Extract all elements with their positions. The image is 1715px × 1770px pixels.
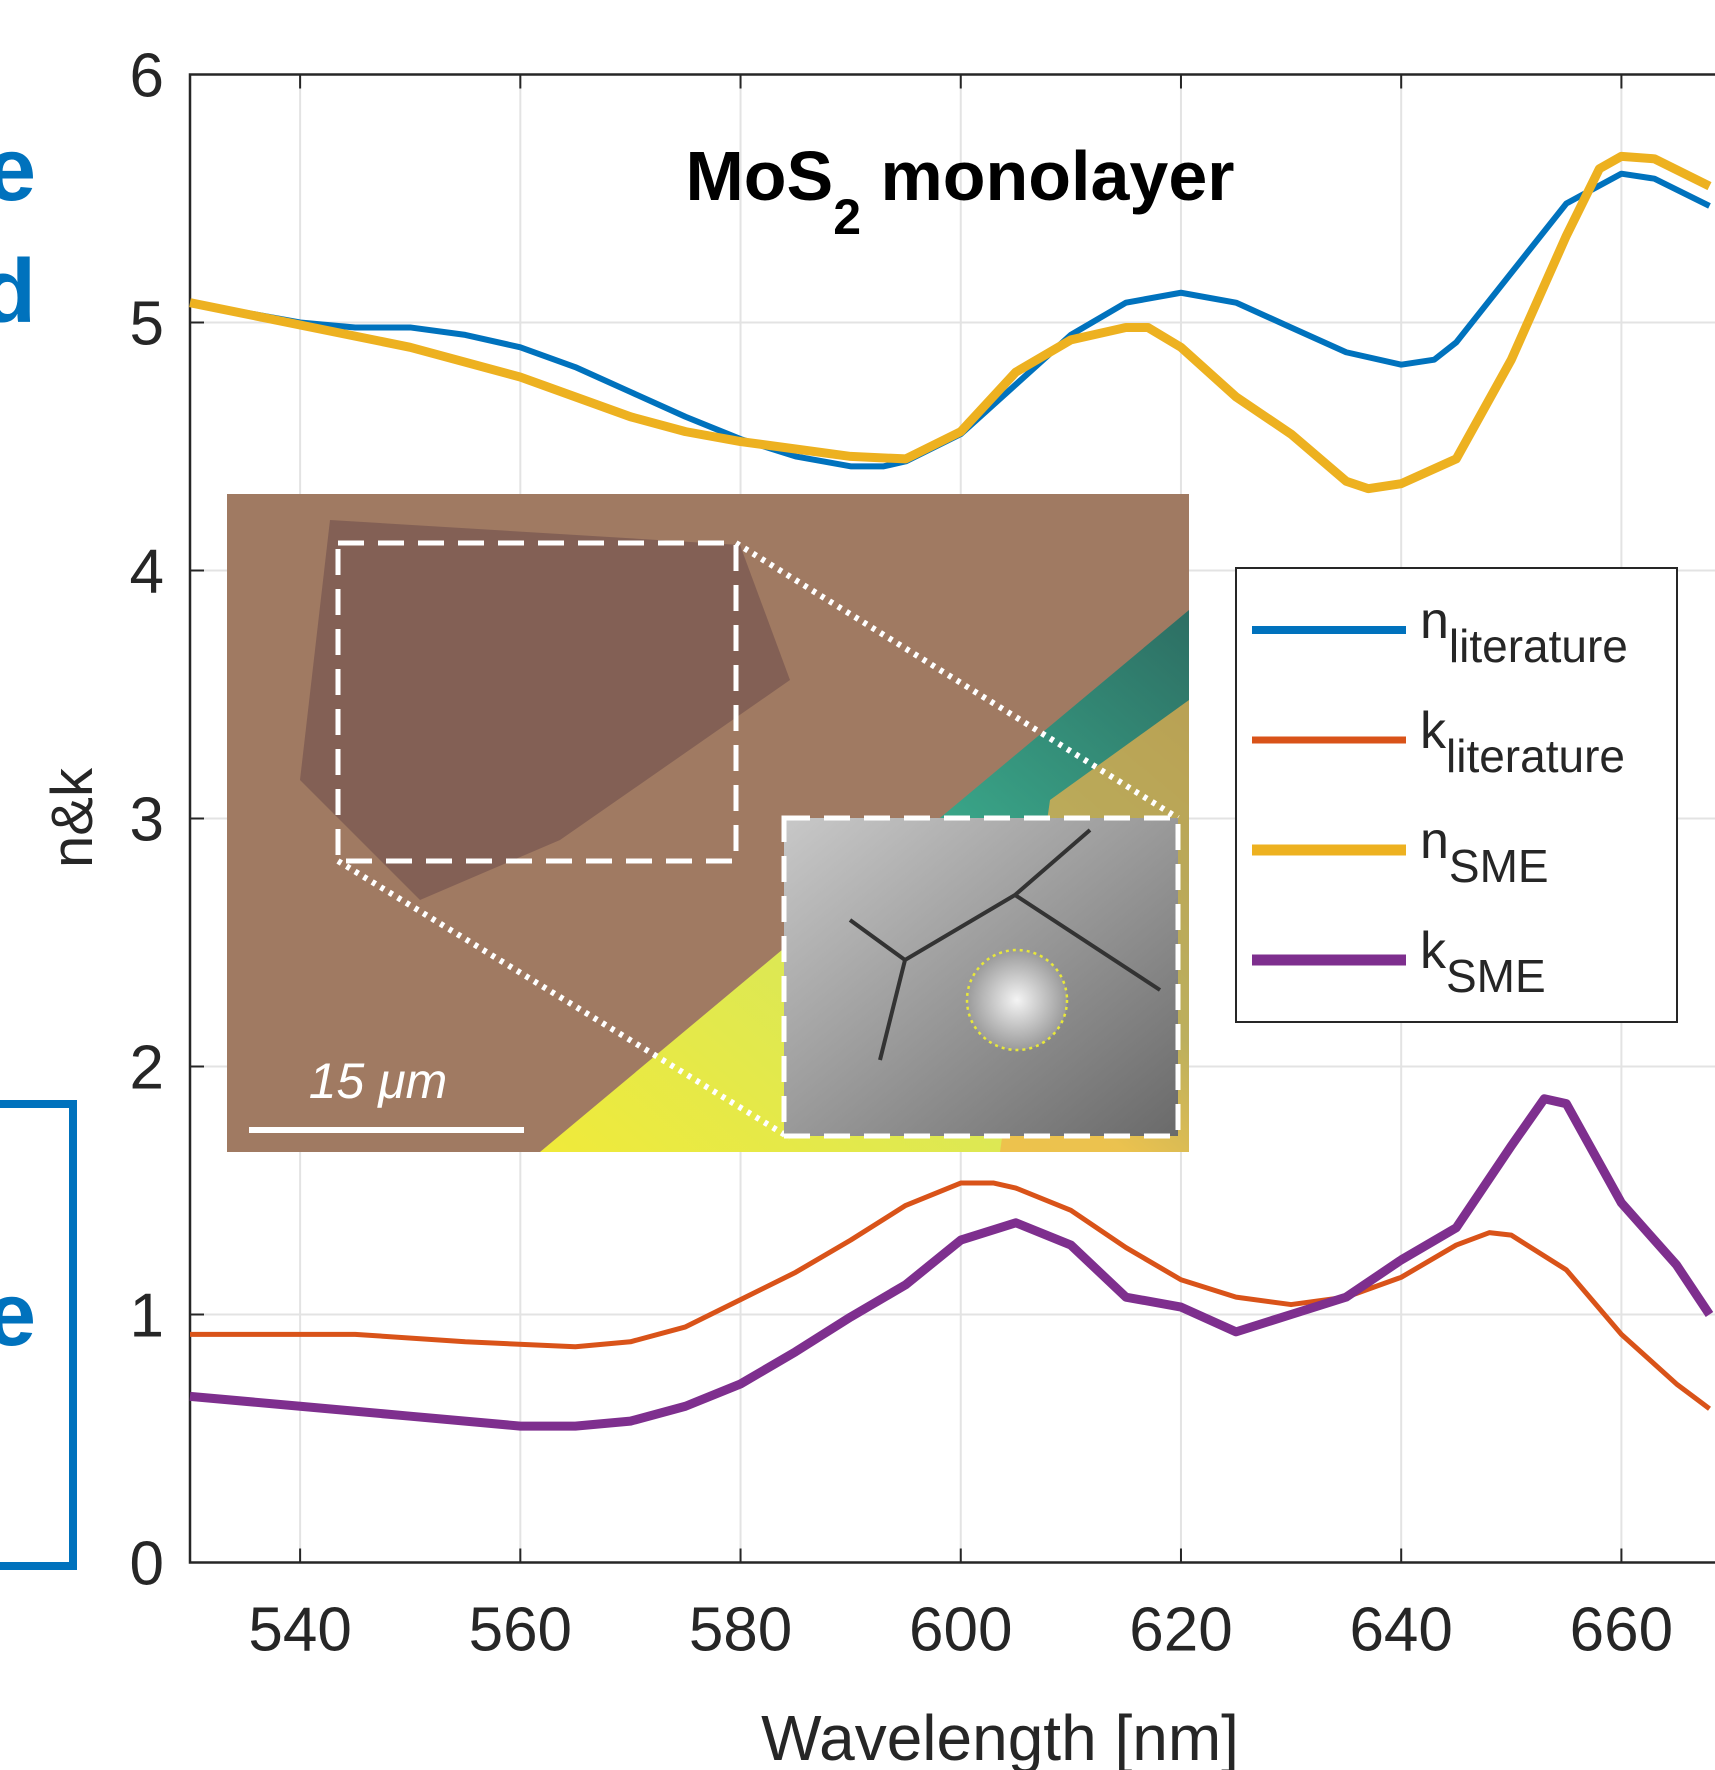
title-subscript: 2 bbox=[833, 189, 861, 245]
y-tick-label: 3 bbox=[130, 786, 164, 855]
side-fragment: e bbox=[0, 120, 36, 220]
y-tick-label: 1 bbox=[130, 1282, 164, 1351]
x-tick-label: 660 bbox=[1570, 1596, 1673, 1665]
legend-subscript: literature bbox=[1446, 730, 1625, 782]
chart: ede 0123456540560580600620640660 15 μm M… bbox=[0, 0, 1715, 1770]
side-fragments: ede bbox=[0, 120, 36, 1365]
y-tick-label: 6 bbox=[130, 42, 164, 111]
legend-name: n bbox=[1420, 592, 1449, 650]
y-axis-label: n&k bbox=[40, 767, 105, 868]
legend-subscript: SME bbox=[1449, 840, 1549, 892]
x-tick-label: 640 bbox=[1349, 1596, 1452, 1665]
side-fragment: e bbox=[0, 1265, 36, 1365]
x-tick-label: 580 bbox=[689, 1596, 792, 1665]
legend-name: k bbox=[1420, 702, 1447, 760]
title-suffix: monolayer bbox=[861, 137, 1234, 215]
title-main: MoS bbox=[685, 137, 833, 215]
x-tick-label: 540 bbox=[248, 1596, 351, 1665]
legend-name: k bbox=[1420, 922, 1447, 980]
y-tick-label: 4 bbox=[130, 538, 164, 607]
scale-label: 15 μm bbox=[309, 1053, 448, 1109]
legend-subscript: SME bbox=[1446, 950, 1546, 1002]
x-tick-label: 600 bbox=[909, 1596, 1012, 1665]
x-tick-label: 620 bbox=[1129, 1596, 1232, 1665]
inset-photo: 15 μm bbox=[227, 494, 1189, 1152]
y-tick-label: 5 bbox=[130, 290, 164, 359]
side-fragment: d bbox=[0, 242, 36, 342]
x-axis-label: Wavelength [nm] bbox=[761, 1702, 1239, 1770]
y-tick-label: 2 bbox=[130, 1034, 164, 1103]
series-line bbox=[190, 1183, 1709, 1409]
legend-name: n bbox=[1420, 812, 1449, 870]
measure-spot bbox=[967, 950, 1067, 1050]
y-tick-label: 0 bbox=[130, 1530, 164, 1599]
legend-subscript: literature bbox=[1449, 620, 1628, 672]
x-tick-label: 560 bbox=[469, 1596, 572, 1665]
